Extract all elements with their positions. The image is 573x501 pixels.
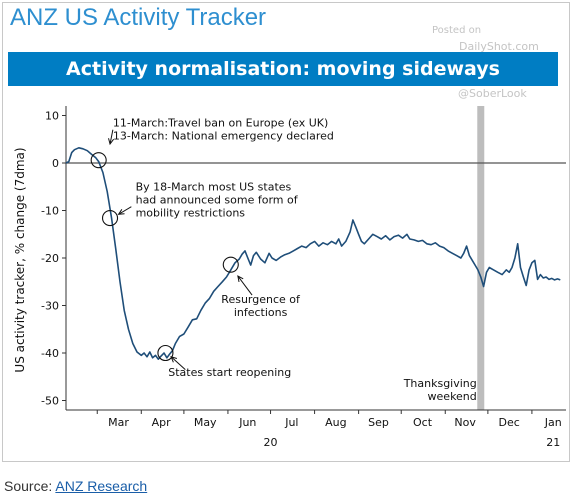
y-tick-label: 0 (52, 157, 59, 170)
y-tick-label: -10 (41, 205, 59, 218)
source-prefix: Source: (4, 478, 53, 494)
x-tick-label: Mar (108, 416, 129, 429)
annotation-text: States start reopening (168, 366, 291, 379)
annotation-circle (222, 256, 239, 273)
y-axis-title: US activity tracker, % change (7dma) (13, 147, 27, 372)
x-year-label: 21 (546, 436, 560, 449)
annotation-arrow (109, 129, 114, 145)
source-link[interactable]: ANZ Research (55, 478, 148, 494)
activity-line-chart: Thanksgiving weekend 10 0 -10 -20 -30 -40 -50 Ma… (13, 106, 566, 449)
subtitle-banner: Activity normalisation: moving sideways (8, 52, 558, 86)
y-tick-label: -50 (41, 395, 59, 408)
thanksgiving-band (477, 106, 485, 410)
thanksgiving-label: Thanksgiving weekend (403, 377, 477, 403)
series-line (65, 147, 561, 360)
annotation-arrowhead (237, 275, 244, 283)
y-tick-label: -40 (41, 347, 59, 360)
x-tick-label: Nov (454, 416, 476, 429)
x-tick-label: Sep (368, 416, 389, 429)
annotation-arrowhead (108, 138, 115, 146)
annotation-arrowhead (170, 356, 178, 363)
x-tick-label: Oct (413, 416, 433, 429)
annotation-arrow (118, 206, 132, 215)
x-tick-label: Jun (238, 416, 256, 429)
page-title: ANZ US Activity Tracker (10, 4, 267, 31)
x-year-label: 20 (264, 436, 278, 449)
annotation-arrowhead (117, 209, 125, 215)
y-tick-label: -20 (41, 252, 59, 265)
x-tick-label: Jul (284, 416, 298, 429)
source-line: Source: ANZ Research (4, 478, 147, 494)
y-tick-label: -30 (41, 300, 59, 313)
annotation-arrow (170, 356, 186, 370)
x-tick-label: Jan (544, 416, 562, 429)
annotation-text: 11-March:Travel ban on Europe (ex UK) 13-… (113, 116, 334, 142)
annotation-circle (157, 344, 174, 362)
x-tick-label: Dec (499, 416, 520, 429)
annotation-arrow (237, 275, 253, 296)
watermark-handle: @SoberLook (458, 87, 527, 100)
x-tick-label: May (194, 416, 217, 429)
x-tick-label: Aug (325, 416, 346, 429)
watermark-site: DailyShot.com (459, 40, 539, 53)
annotation-text: Resurgence of infections (221, 293, 301, 319)
y-tick-label: 10 (45, 110, 59, 123)
annotation-circle (101, 210, 119, 227)
annotation-circle (90, 152, 107, 169)
watermark-posted-on: Posted on (432, 25, 482, 36)
x-tick-label: Apr (152, 416, 172, 429)
annotation-text: By 18-March most US states had announced … (136, 181, 299, 220)
